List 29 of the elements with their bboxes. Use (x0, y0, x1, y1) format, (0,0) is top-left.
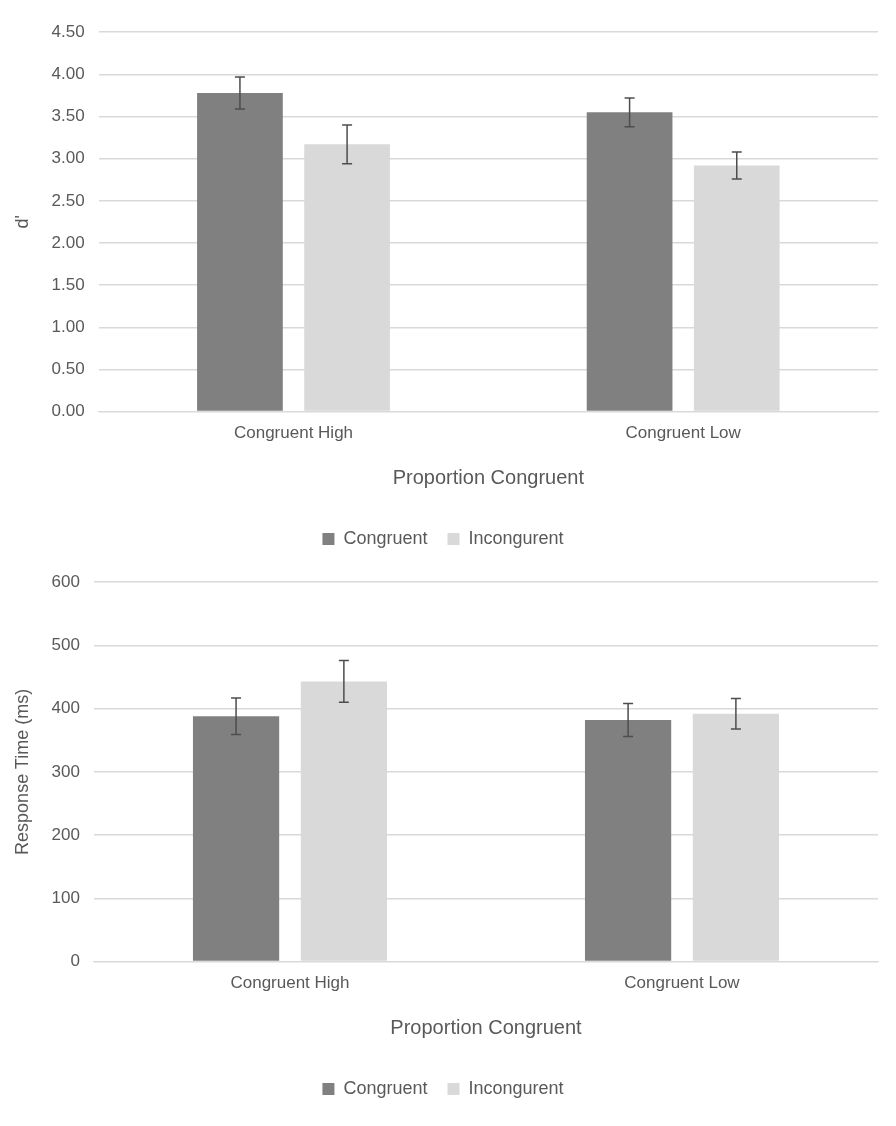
x-tick-label: Congruent Low (624, 973, 741, 993)
y-tick-label: 400 (51, 698, 80, 718)
x-tick-label: Congruent High (230, 973, 350, 993)
y-tick-label: 4.50 (51, 21, 85, 41)
x-axis-title: Proportion Congruent (390, 1015, 583, 1038)
legend-label: Congruent (343, 1077, 428, 1098)
y-tick-label: 600 (51, 571, 80, 591)
legend-label: Incongurent (468, 527, 564, 548)
y-tick-label: 2.00 (51, 232, 85, 252)
y-axis-title: Response Time (ms) (11, 688, 32, 855)
y-tick-label: 3.00 (51, 148, 85, 168)
y-tick-label: 1.50 (51, 274, 85, 294)
x-tick-label: Congruent Low (625, 423, 742, 443)
y-tick-label: 0.00 (51, 401, 85, 421)
y-axis-title: d' (11, 215, 32, 229)
x-axis-title: Proportion Congruent (392, 465, 585, 488)
y-tick-label: 100 (51, 888, 80, 908)
x-tick-label: Congruent High (233, 423, 354, 443)
legend-label: Congruent (343, 527, 428, 548)
y-tick-label: 1.00 (51, 316, 85, 336)
y-tick-label: 2.50 (51, 190, 85, 210)
legend-label: Incongurent (468, 1077, 564, 1098)
y-tick-label: 0.50 (51, 359, 85, 379)
y-tick-label: 300 (51, 761, 80, 781)
y-tick-label: 3.50 (51, 106, 85, 126)
y-tick-label: 200 (51, 824, 80, 844)
y-tick-label: 0 (70, 951, 80, 971)
y-tick-label: 4.00 (51, 64, 85, 84)
y-tick-label: 500 (51, 635, 80, 655)
